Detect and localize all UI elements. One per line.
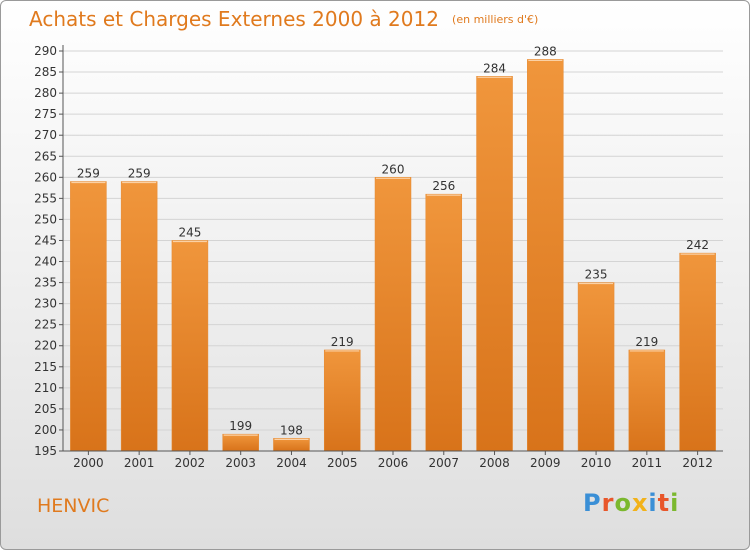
y-tick-label: 245: [34, 233, 57, 247]
x-tick-label: 2000: [73, 456, 104, 470]
bar-value-label: 219: [635, 335, 658, 349]
bar-value-label: 288: [534, 44, 557, 58]
bar-value-label: 242: [686, 238, 709, 252]
logo-letter: i: [670, 489, 680, 517]
y-tick-label: 210: [34, 381, 57, 395]
y-tick-label: 255: [34, 191, 57, 205]
bar-2003: [222, 433, 259, 452]
y-tick-label: 225: [34, 318, 57, 332]
bar-value-label: 245: [178, 225, 201, 239]
x-tick-label: 2004: [276, 456, 307, 470]
bars: 259 259 245 199 198 219 260 256 284 288 235 219 242: [70, 44, 716, 452]
bar-value-label: 260: [382, 162, 405, 176]
title-line: Achats et Charges Externes 2000 à 2012 (…: [29, 7, 538, 31]
bar-value-label: 235: [585, 268, 608, 282]
y-tick-label: 260: [34, 170, 57, 184]
x-tick-label: 2012: [682, 456, 713, 470]
bar-2008: [476, 76, 513, 452]
x-tick-label: 2006: [378, 456, 409, 470]
x-tick-label: 2009: [530, 456, 561, 470]
y-tick-label: 240: [34, 255, 57, 269]
x-tick-label: 2008: [479, 456, 510, 470]
bar-2011: [628, 349, 666, 452]
y-tick-label: 195: [34, 444, 57, 458]
bar-value-label: 284: [483, 61, 506, 75]
x-axis-ticks: 2000 2001 2002 2003 2004 2005 2006 2007 2008 2009…: [73, 451, 713, 470]
x-tick-label: 2011: [632, 456, 663, 470]
y-tick-label: 270: [34, 128, 57, 142]
bar-2012: [679, 252, 716, 452]
x-tick-label: 2005: [327, 456, 358, 470]
bar-2007: [425, 193, 463, 452]
unit-note: (en milliers d'€): [452, 13, 539, 26]
logo-letter: o: [614, 489, 632, 517]
y-tick-label: 220: [34, 339, 57, 353]
x-tick-label: 2010: [581, 456, 612, 470]
logo-letter: P: [583, 489, 602, 517]
x-tick-label: 2001: [124, 456, 155, 470]
x-tick-label: 2003: [225, 456, 256, 470]
bar-value-label: 219: [331, 335, 354, 349]
bar-2009: [527, 59, 564, 452]
logo-letter: x: [631, 489, 649, 517]
bar-2010: [577, 282, 615, 452]
y-tick-label: 205: [34, 402, 57, 416]
y-tick-label: 280: [34, 86, 57, 100]
bar-2000: [70, 181, 107, 452]
commune-name: HENVIC: [37, 495, 110, 517]
axes: [62, 45, 723, 452]
bar-value-label: 256: [432, 179, 455, 193]
chart-title: Achats et Charges Externes 2000 à 2012: [29, 7, 439, 31]
y-tick-label: 250: [34, 212, 57, 226]
bar-2001: [120, 181, 158, 452]
bar-value-label: 259: [128, 167, 151, 181]
y-tick-label: 275: [34, 107, 57, 121]
logo-letter: r: [601, 489, 615, 517]
y-axis-ticks: 195 200 205 210 215 220 225 230 235 240 245 250 255 2…: [34, 44, 63, 458]
bar-value-label: 199: [229, 419, 252, 433]
y-tick-label: 200: [34, 423, 57, 437]
x-tick-label: 2002: [175, 456, 206, 470]
bar-2005: [323, 349, 361, 452]
bar-2004: [273, 438, 310, 452]
y-tick-label: 215: [34, 360, 57, 374]
logo-letter: t: [657, 489, 671, 517]
y-tick-label: 290: [34, 44, 57, 58]
bar-2006: [374, 177, 412, 452]
bar-2002: [171, 240, 209, 452]
y-tick-label: 235: [34, 276, 57, 290]
y-tick-label: 265: [34, 149, 57, 163]
bar-value-label: 259: [77, 167, 100, 181]
y-tick-label: 230: [34, 297, 57, 311]
proxiti-logo: Proxiti: [583, 489, 679, 517]
bar-value-label: 198: [280, 423, 303, 437]
x-tick-label: 2007: [428, 456, 459, 470]
y-tick-label: 285: [34, 65, 57, 79]
logo-letter: i: [648, 489, 658, 517]
